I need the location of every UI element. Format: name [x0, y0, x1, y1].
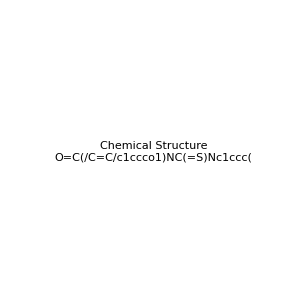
Text: Chemical Structure
O=C(/C=C/c1ccco1)NC(=S)Nc1ccc(: Chemical Structure O=C(/C=C/c1ccco1)NC(=… — [55, 141, 253, 162]
